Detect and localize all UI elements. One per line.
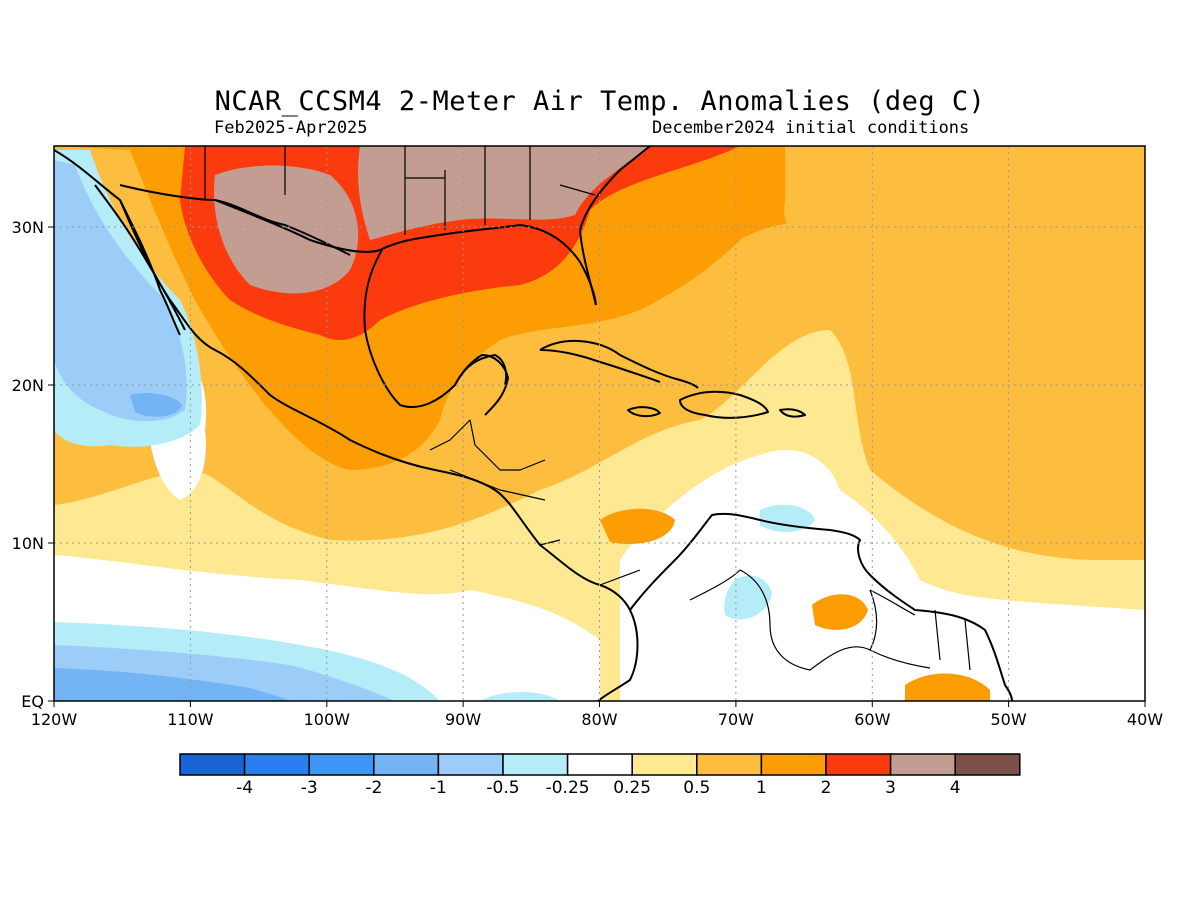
colorbar-label: 0.5 xyxy=(683,778,710,798)
graticule xyxy=(54,146,1145,701)
colorbar-label: 4 xyxy=(950,778,961,798)
map-title: NCAR_CCSM4 2-Meter Air Temp. Anomalies (… xyxy=(214,86,986,117)
lat-label: EQ xyxy=(21,692,44,711)
lon-labels: 120W 110W 100W 90W 80W 70W 60W 50W 40W xyxy=(31,710,1163,729)
border-central-america xyxy=(429,419,641,586)
colorbar-label: 2 xyxy=(821,778,832,798)
colorbar-swatch xyxy=(631,753,698,776)
coast-us-atlantic xyxy=(579,146,651,306)
lon-label: 100W xyxy=(304,710,351,729)
colorbar-swatch xyxy=(760,753,827,776)
lat-label: 20N xyxy=(12,376,44,395)
border-mexico-us xyxy=(119,184,351,256)
colorbar-label: -0.25 xyxy=(546,778,590,798)
field-cool-eq-spot xyxy=(480,691,560,701)
colorbar-swatch xyxy=(373,753,440,776)
colorbar-swatch xyxy=(437,753,504,776)
coastlines xyxy=(54,146,1013,701)
tick-marks xyxy=(48,226,1146,707)
coast-hispaniola xyxy=(679,390,769,419)
lat-label: 10N xyxy=(12,534,44,553)
colorbar-swatch xyxy=(308,753,375,776)
colorbar-swatch xyxy=(243,753,310,776)
lon-label: 90W xyxy=(445,710,481,729)
coast-gulf-of-mexico xyxy=(214,199,597,416)
colorbar-label: -2 xyxy=(365,778,382,798)
field-warm-4-east xyxy=(358,146,650,240)
field-cool-eq-core xyxy=(54,668,290,701)
colorbar-swatch xyxy=(566,753,633,776)
colorbar-label: 1 xyxy=(756,778,767,798)
forecast-period: Feb2025-Apr2025 xyxy=(214,118,368,138)
colorbar-label: 0.25 xyxy=(613,778,651,798)
initial-conditions: December2024 initial conditions xyxy=(652,118,970,138)
coast-jamaica-puertorico xyxy=(627,406,806,418)
coast-baja xyxy=(94,184,186,336)
colorbar-label: -0.5 xyxy=(486,778,519,798)
colorbar: -4 -3 -2 -1 -0.5 -0.25 0.25 0.5 1 2 3 4 xyxy=(179,753,1021,798)
border-us-states xyxy=(204,146,596,235)
lon-label: 110W xyxy=(167,710,214,729)
colorbar-swatch xyxy=(825,753,892,776)
lat-label: 30N xyxy=(12,218,44,237)
colorbar-swatch xyxy=(502,753,569,776)
field-warm-2-brazil xyxy=(905,673,990,701)
colorbar-label: -3 xyxy=(301,778,318,798)
colorbar-swatch xyxy=(696,753,763,776)
coast-yucatan xyxy=(454,354,508,386)
colorbar-swatch xyxy=(889,753,956,776)
colorbar-label: 3 xyxy=(885,778,896,798)
colorbar-swatch xyxy=(954,753,1021,776)
colorbar-label: -4 xyxy=(236,778,253,798)
colorbar-label: -1 xyxy=(430,778,447,798)
lon-label: 80W xyxy=(581,710,617,729)
field-warm-2-guianas xyxy=(812,594,868,630)
lon-label: 70W xyxy=(718,710,754,729)
border-south-america xyxy=(689,569,971,671)
coast-south-america-north xyxy=(629,512,1013,701)
field-warm-2-caribbean xyxy=(600,508,675,544)
field-neutral-south-america xyxy=(620,449,1145,701)
lon-label: 40W xyxy=(1127,710,1163,729)
lat-labels: EQ 10N 20N 30N xyxy=(12,218,44,711)
field-cool-baja-core xyxy=(130,393,182,417)
field-cool-caribbean xyxy=(760,504,815,532)
lon-label: 50W xyxy=(991,710,1027,729)
field-warm-1-atlantic xyxy=(784,146,885,251)
field-cool-baja-inner xyxy=(54,160,187,422)
lon-label: 120W xyxy=(31,710,78,729)
lon-label: 60W xyxy=(854,710,890,729)
colorbar-swatch xyxy=(179,753,246,776)
